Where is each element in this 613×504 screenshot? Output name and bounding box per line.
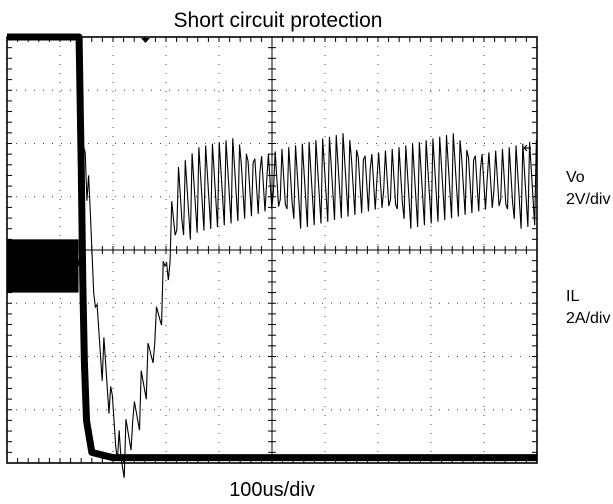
chart-title: Short circuit protection	[174, 9, 383, 32]
il-switching-band	[7, 239, 79, 293]
x-axis-label: 100us/div	[229, 479, 315, 501]
waveform-traces	[7, 33, 537, 478]
trigger-marker	[141, 38, 150, 43]
il-channel-label: IL	[566, 288, 579, 305]
il-trace	[78, 133, 537, 478]
vo-trace	[7, 33, 537, 462]
vo-channel-label: Vo	[566, 169, 585, 186]
il-scale-label: 2A/div	[566, 310, 610, 327]
vo-scale-label: 2V/div	[566, 191, 610, 208]
